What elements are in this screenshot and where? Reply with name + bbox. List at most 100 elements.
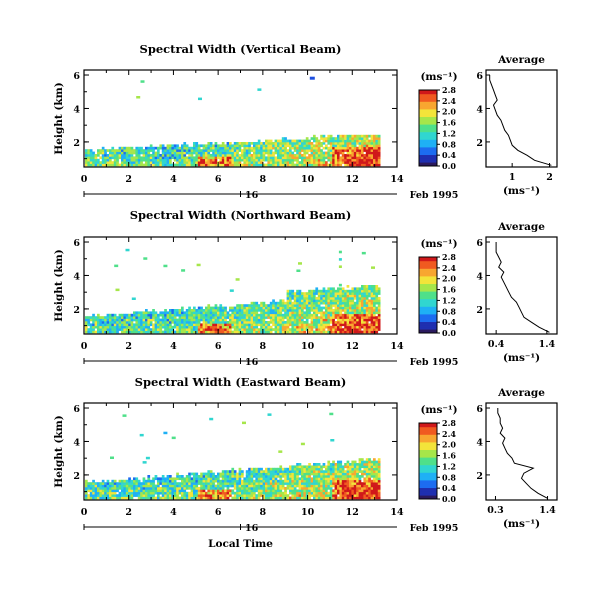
x-tick-label: 14 — [390, 174, 404, 185]
heatmap-cell — [164, 316, 167, 319]
heatmap-cell — [363, 306, 367, 310]
heatmap-cell — [370, 161, 374, 164]
heatmap-cell — [229, 323, 232, 327]
x-tick-label: 0 — [81, 507, 88, 518]
heatmap-cell — [377, 144, 381, 148]
heatmap-cell — [327, 292, 331, 295]
heatmap-cell — [272, 494, 275, 497]
heatmap-cell — [99, 496, 103, 500]
heatmap-cell — [373, 156, 376, 160]
heatmap-cell — [284, 146, 287, 150]
heatmap-cell — [217, 311, 220, 315]
heatmap-cell — [286, 142, 290, 145]
heatmap-cell — [221, 479, 225, 483]
heatmap-cell — [113, 479, 117, 483]
heatmap-cell — [377, 301, 381, 305]
heatmap-cell — [334, 163, 338, 167]
heatmap-cell — [243, 489, 247, 493]
heatmap-cell — [207, 487, 211, 490]
heatmap-cell — [181, 269, 186, 272]
heatmap-cell — [161, 330, 165, 334]
heatmap-cell — [353, 297, 357, 300]
heatmap-cell — [320, 318, 323, 322]
heatmap-cell — [173, 479, 177, 483]
heatmap-cell — [349, 137, 352, 140]
heatmap-cell — [361, 325, 364, 329]
heatmap-cell — [226, 487, 230, 490]
heatmap-cell — [212, 316, 215, 319]
heatmap-cell — [255, 306, 259, 310]
heatmap-cell — [212, 311, 215, 315]
heatmap-cell — [358, 161, 362, 164]
heatmap-cell — [205, 151, 208, 155]
heatmap-cell — [272, 328, 275, 331]
heatmap-cell — [145, 328, 148, 331]
heatmap-cell — [133, 477, 136, 481]
heatmap-cell — [305, 139, 309, 143]
heatmap-cell — [118, 313, 122, 317]
heatmap-cell — [113, 487, 117, 490]
heatmap-cell — [245, 472, 249, 476]
heatmap-cell — [325, 139, 328, 143]
heatmap-cell — [346, 484, 350, 488]
heatmap-cell — [365, 311, 369, 315]
heatmap-cell — [212, 487, 215, 490]
heatmap-cell — [358, 465, 362, 469]
heatmap-cell — [305, 475, 309, 478]
heatmap-cell — [291, 297, 295, 300]
heatmap-cell — [327, 482, 331, 485]
heatmap-cell — [351, 144, 355, 148]
heatmap-cell — [296, 151, 299, 155]
heatmap-cell — [233, 323, 237, 327]
heatmap-cell — [219, 494, 223, 497]
heatmap-cell — [169, 144, 172, 148]
heatmap-cell — [338, 265, 342, 268]
heatmap-cell — [332, 321, 335, 324]
heatmap-cell — [332, 470, 335, 473]
heatmap-cell — [104, 496, 107, 500]
heatmap-cell — [289, 482, 292, 485]
heatmap-cell — [298, 479, 302, 483]
heatmap-cell — [279, 465, 283, 469]
heatmap-cell — [178, 321, 182, 324]
heatmap-cell — [226, 321, 230, 324]
heatmap-cell — [202, 158, 206, 162]
heatmap-cell — [341, 472, 345, 476]
heatmap-cell — [274, 151, 278, 155]
heatmap-cell — [231, 475, 235, 478]
heatmap-cell — [185, 311, 189, 315]
heatmap-cell — [85, 479, 88, 483]
heatmap-cell — [197, 154, 201, 157]
heatmap-cell — [279, 161, 283, 164]
heatmap-cell — [317, 475, 321, 478]
heatmap-cell — [293, 304, 297, 307]
heatmap-cell — [356, 156, 359, 160]
heatmap-cell — [219, 306, 223, 310]
heatmap-cell — [255, 144, 259, 148]
heatmap-cell — [286, 294, 290, 298]
y-tick-label: 4 — [73, 437, 80, 448]
heatmap-cell — [231, 321, 235, 324]
heatmap-cell — [209, 491, 213, 495]
heatmap-cell — [250, 487, 254, 490]
chart-title: Spectral Width (Vertical Beam) — [140, 42, 342, 56]
heatmap-cell — [181, 323, 184, 327]
heatmap-cell — [140, 491, 143, 495]
heatmap-cell — [178, 330, 182, 334]
heatmap-cell — [221, 156, 225, 160]
heatmap-cell — [205, 316, 208, 319]
heatmap-cell — [337, 163, 340, 167]
heatmap-cell — [159, 487, 163, 490]
heatmap-cell — [253, 149, 256, 152]
heatmap-cell — [164, 491, 167, 495]
heatmap-cell — [257, 316, 261, 319]
heatmap-cell — [171, 477, 175, 481]
heatmap-cell — [274, 494, 278, 497]
heatmap-cell — [183, 325, 187, 329]
heatmap-cell — [344, 472, 347, 476]
heatmap-cell — [317, 297, 321, 300]
heatmap-cell — [193, 321, 196, 324]
heatmap-cell — [279, 299, 283, 303]
colorbar-swatch — [419, 495, 437, 498]
heatmap-cell — [221, 491, 225, 495]
